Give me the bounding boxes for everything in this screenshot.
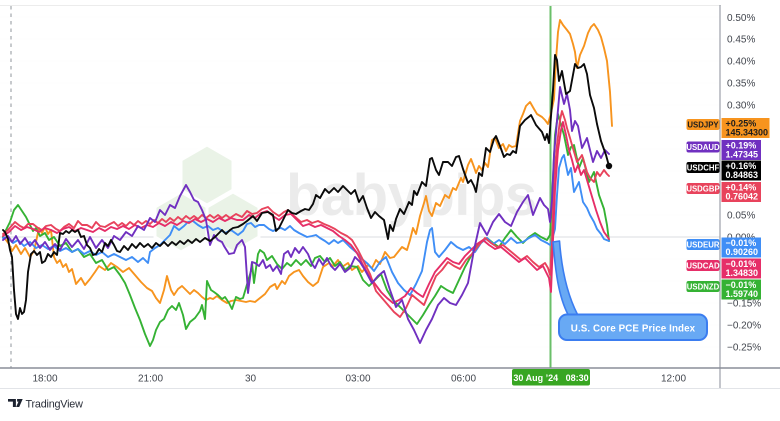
svg-text:USDJPY: USDJPY (687, 121, 719, 130)
svg-text:0.40%: 0.40% (727, 57, 755, 68)
svg-text:0.35%: 0.35% (727, 79, 755, 90)
svg-text:0.05%: 0.05% (727, 211, 755, 222)
svg-text:0.90260: 0.90260 (726, 247, 759, 257)
svg-text:USDAUD: USDAUD (686, 143, 720, 152)
svg-text:−0.01%: −0.01% (726, 259, 757, 269)
svg-text:03:00: 03:00 (345, 374, 370, 385)
svg-text:18:00: 18:00 (32, 374, 57, 385)
svg-text:−0.25%: −0.25% (727, 342, 761, 353)
svg-text:U.S. Core PCE Price Index: U.S. Core PCE Price Index (571, 324, 696, 335)
svg-text:0.30%: 0.30% (727, 101, 755, 112)
svg-text:0.84863: 0.84863 (726, 170, 759, 180)
svg-text:30: 30 (245, 374, 257, 385)
svg-text:1.47345: 1.47345 (726, 150, 759, 160)
svg-text:−0.01%: −0.01% (726, 280, 757, 290)
svg-text:12:00: 12:00 (661, 374, 686, 385)
svg-text:USDNZD: USDNZD (687, 283, 720, 292)
svg-text:+0.14%: +0.14% (726, 183, 757, 193)
svg-text:0.50%: 0.50% (727, 13, 755, 24)
svg-text:babypips: babypips (286, 163, 537, 228)
svg-text:+0.16%: +0.16% (726, 161, 757, 171)
svg-text:0.76042: 0.76042 (726, 192, 759, 202)
svg-text:30 Aug ’24 08:30: 30 Aug ’24 08:30 (513, 373, 588, 383)
svg-text:USDCHF: USDCHF (687, 164, 720, 173)
svg-text:21:00: 21:00 (138, 374, 163, 385)
svg-text:1.59740: 1.59740 (726, 289, 759, 299)
svg-text:TradingView: TradingView (26, 398, 84, 410)
svg-text:−0.01%: −0.01% (726, 238, 757, 248)
svg-text:145.34300: 145.34300 (726, 128, 769, 138)
svg-text:+0.25%: +0.25% (726, 119, 757, 129)
svg-text:USDCAD: USDCAD (686, 262, 720, 271)
svg-text:−0.20%: −0.20% (727, 320, 761, 331)
svg-text:+0.19%: +0.19% (726, 141, 757, 151)
svg-text:−0.15%: −0.15% (727, 298, 761, 309)
svg-text:0.45%: 0.45% (727, 35, 755, 46)
svg-text:1.34830: 1.34830 (726, 268, 759, 278)
svg-text:USDEUR: USDEUR (687, 241, 720, 250)
svg-text:USDGBP: USDGBP (686, 185, 719, 194)
svg-text:06:00: 06:00 (451, 374, 476, 385)
